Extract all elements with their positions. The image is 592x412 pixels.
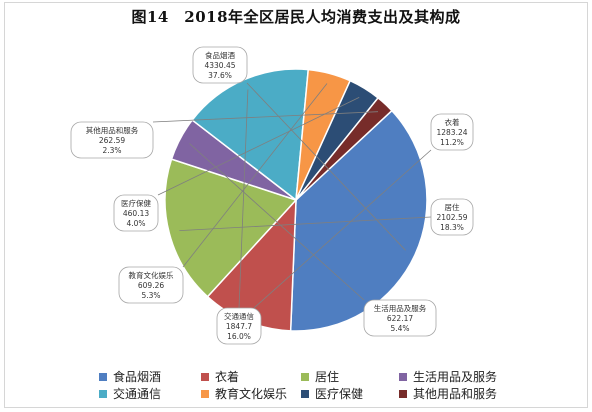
data-label-name-household-goods: 生活用品及服务 [374,303,427,313]
legend-item-other: 其他用品和服务 [399,385,497,402]
data-label-pct-household-goods: 5.4% [390,324,409,333]
data-label-pct-clothing: 11.2% [440,138,464,147]
data-label-pct-housing: 18.3% [440,223,464,232]
leader-line-transport [238,89,249,309]
leader-line-clothing [249,149,432,312]
data-label-value-food: 4330.45 [204,61,235,70]
legend-item-food: 食品烟酒 [99,368,161,385]
legend-label-clothing: 衣着 [215,370,240,384]
data-label-pct-education: 5.3% [141,291,160,300]
legend-label-healthcare: 医疗保健 [315,387,364,401]
data-label-value-transport: 1847.7 [226,322,252,331]
data-label-pct-other: 2.3% [102,146,121,155]
data-label-name-other: 其他用品和服务 [86,125,139,135]
callout-box-food [192,46,248,84]
data-label-pct-healthcare: 4.0% [126,219,145,228]
data-label-value-other: 262.59 [99,136,125,145]
legend-label-food: 食品烟酒 [113,370,162,384]
callout-box-housing [430,198,474,236]
legend-item-household-goods: 生活用品及服务 [399,368,497,385]
leader-line-housing [179,216,432,231]
callout-box-household-goods [363,299,437,337]
legend-label-other: 其他用品和服务 [413,387,498,401]
data-label-name-healthcare: 医疗保健 [121,198,151,208]
legend-label-household-goods: 生活用品及服务 [413,370,498,384]
data-label-pct-transport: 16.0% [227,332,251,341]
data-label-value-housing: 2102.59 [436,213,467,222]
data-label-value-household-goods: 622.17 [387,314,413,323]
data-label-value-clothing: 1283.24 [436,128,467,137]
legend-swatch-other [399,389,407,398]
leader-line-other [152,111,379,123]
callout-box-clothing [430,113,474,151]
legend-label-housing: 居住 [315,370,340,384]
chart-title: 图14 2018年全区居民人均消费支出及其构成 [131,8,461,26]
data-label-name-food: 食品烟酒 [205,50,235,60]
leader-line-household-goods [189,143,365,301]
legend-swatch-food [99,372,107,381]
data-label-name-transport: 交通通信 [224,311,254,321]
callout-box-education [118,266,184,304]
legend-swatch-housing [301,372,309,381]
legend-item-clothing: 衣着 [201,368,239,385]
data-label-value-healthcare: 460.13 [123,209,149,218]
legend-swatch-healthcare [301,389,309,398]
callout-box-other [70,121,154,159]
data-label-pct-food: 37.6% [208,71,232,80]
legend-label-transport: 交通通信 [113,387,162,401]
leader-line-food [246,82,406,251]
legend-item-education: 教育文化娱乐 [201,385,287,402]
data-label-name-clothing: 衣着 [445,117,460,127]
leader-line-healthcare [157,97,360,196]
data-label-name-education: 教育文化娱乐 [129,270,174,280]
data-label-name-housing: 居住 [445,202,460,212]
legend-swatch-transport [99,389,107,398]
legend-swatch-household-goods [399,372,407,381]
legend-swatch-clothing [201,372,209,381]
legend-swatch-education [201,389,209,398]
legend-item-housing: 居住 [301,368,339,385]
legend-label-education: 教育文化娱乐 [215,387,288,401]
data-label-value-education: 609.26 [138,281,164,290]
callout-box-transport [216,307,262,345]
legend-item-healthcare: 医疗保健 [301,385,363,402]
leader-line-education [182,83,328,268]
legend-item-transport: 交通通信 [99,385,161,402]
callout-box-healthcare [113,194,159,232]
pie-slice-other [295,96,393,201]
